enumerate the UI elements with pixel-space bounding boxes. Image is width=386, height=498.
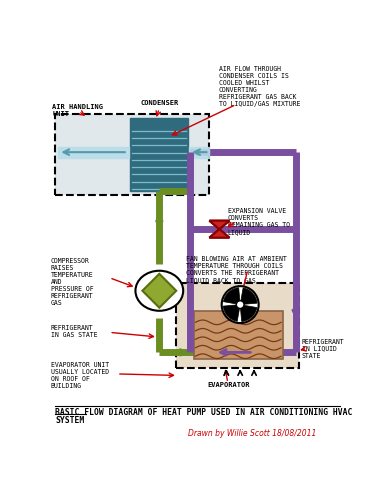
Polygon shape: [209, 221, 229, 238]
Text: CONDENSER: CONDENSER: [140, 100, 178, 106]
FancyBboxPatch shape: [130, 118, 188, 191]
Text: Drawn by Willie Scott 18/08/2011: Drawn by Willie Scott 18/08/2011: [188, 429, 316, 438]
Polygon shape: [142, 274, 176, 308]
FancyBboxPatch shape: [176, 283, 300, 368]
Text: EXPANSION VALVE
CONVERTS
REMAINING GAS TO
LIQUID: EXPANSION VALVE CONVERTS REMAINING GAS T…: [228, 208, 290, 236]
FancyBboxPatch shape: [194, 311, 283, 359]
Text: EVAPORATOR: EVAPORATOR: [207, 381, 250, 387]
Text: REFRIGERANT
IN LIQUID
STATE: REFRIGERANT IN LIQUID STATE: [302, 339, 344, 359]
Text: BASIC FLOW DIAGRAM OF HEAT PUMP USED IN AIR CONDITIONING HVAC: BASIC FLOW DIAGRAM OF HEAT PUMP USED IN …: [55, 408, 353, 417]
Text: REFRIGERANT
IN GAS STATE: REFRIGERANT IN GAS STATE: [51, 325, 97, 339]
Wedge shape: [240, 288, 257, 305]
Text: FAN BLOWING AIR AT AMBIENT
TEMPERATURE THROUGH COILS
CONVERTS THE REFRIGERANT
LI: FAN BLOWING AIR AT AMBIENT TEMPERATURE T…: [186, 256, 287, 283]
Text: COMPRESSOR
RAISES
TEMPERATURE
AND
PRESSURE OF
REFRIGERANT
GAS: COMPRESSOR RAISES TEMPERATURE AND PRESSU…: [51, 258, 93, 306]
Text: AIR FLOW THROUGH
CONDENSER COILS IS
COOLED WHILST
CONVERTING
REFRIGERANT GAS BAC: AIR FLOW THROUGH CONDENSER COILS IS COOL…: [218, 66, 300, 107]
Circle shape: [236, 301, 244, 308]
Text: EVAPORATOR UNIT
USUALLY LOCATED
ON ROOF OF
BUILDING: EVAPORATOR UNIT USUALLY LOCATED ON ROOF …: [51, 362, 109, 388]
Wedge shape: [223, 305, 240, 321]
Wedge shape: [240, 305, 257, 322]
Text: SYSTEM: SYSTEM: [55, 415, 85, 424]
Wedge shape: [223, 288, 240, 305]
FancyBboxPatch shape: [55, 114, 209, 195]
Polygon shape: [209, 221, 229, 238]
Circle shape: [222, 286, 259, 323]
Text: AIR HANDLING
UNIT: AIR HANDLING UNIT: [52, 105, 103, 118]
Ellipse shape: [135, 271, 183, 311]
